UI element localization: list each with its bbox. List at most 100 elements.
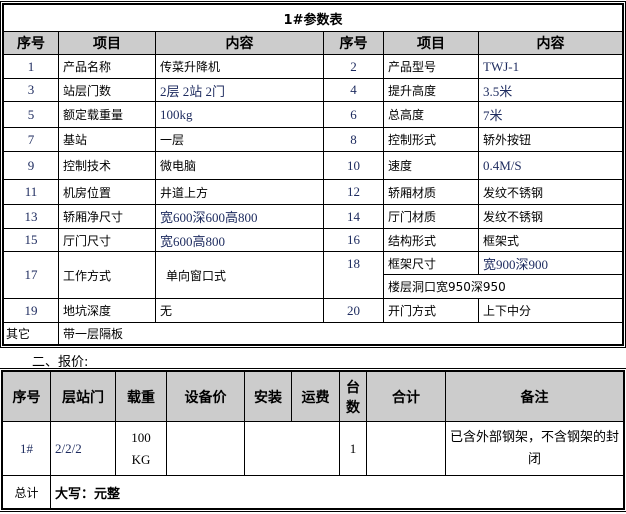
table-row: 9 控制技术 微电脑 10 速度 0.4M/S [3, 151, 624, 180]
row-value: 宽600深600高800 [155, 204, 324, 229]
row-no: 14 [323, 204, 384, 229]
other-value: 带一层隔板 [57, 322, 624, 345]
row-no: 19 [3, 298, 59, 323]
row-no: 9 [3, 151, 59, 180]
row-value: 框架式 [477, 228, 624, 252]
header-no: 序号 [323, 31, 384, 55]
table-row: 11 机房位置 井道上方 12 轿厢材质 发纹不锈钢 [3, 179, 624, 205]
row-value: 上下中分 [477, 298, 624, 323]
quote-equipment-price [166, 421, 245, 476]
row-no: 15 [3, 228, 59, 252]
row-value: 7米 [477, 101, 624, 128]
header-qty: 台数 [339, 371, 367, 422]
row-value: 井道上方 [155, 179, 324, 205]
table-row: 1# 2/2/2 100 KG 1 已含外部钢架，不含钢架的封闭 [2, 421, 624, 476]
total-label: 总计 [2, 475, 51, 509]
row-value: 发纹不锈钢 [477, 204, 624, 229]
row-value: 0.4M/S [477, 151, 624, 180]
header-content: 内容 [155, 31, 324, 55]
quote-total [366, 421, 446, 476]
header-load: 载重 [115, 371, 167, 422]
row-value: 宽600高800 [155, 228, 324, 252]
row-item: 厅门材质 [383, 204, 479, 229]
row-item: 产品型号 [383, 54, 479, 79]
row-item: 轿厢净尺寸 [58, 204, 156, 229]
table-row: 楼层洞口宽950深950 [4, 274, 624, 299]
table-row: 19 地坑深度 无 20 开门方式 上下中分 [3, 298, 624, 323]
quote-note: 已含外部钢架，不含钢架的封闭 [445, 421, 624, 476]
quote-floors: 2/2/2 [50, 421, 116, 476]
row-no: 12 [323, 179, 384, 205]
row-item: 地坑深度 [58, 298, 156, 323]
header-install: 安装 [244, 371, 292, 422]
row-value: 2层 2站 2门 [155, 78, 324, 102]
row-item: 结构形式 [383, 228, 479, 252]
row-no: 5 [3, 101, 59, 128]
row-value: TWJ-1 [477, 54, 624, 79]
row-value: 传菜升降机 [155, 54, 324, 79]
row-no: 20 [323, 298, 384, 323]
quote-no: 1# [2, 421, 51, 476]
row-extra: 楼层洞口宽950深950 [382, 274, 624, 299]
row-no: 4 [323, 78, 384, 102]
row-value: 轿外按钮 [477, 127, 624, 152]
quote-install-shipping [244, 421, 340, 476]
row-value: 100kg [155, 101, 324, 128]
row-value: 发纹不锈钢 [477, 179, 624, 205]
header-floors: 层站门 [50, 371, 116, 422]
other-label: 其它 [3, 322, 59, 345]
table-row: 15 厅门尺寸 宽600高800 16 结构形式 框架式 [3, 228, 624, 252]
row-item: 框架尺寸 [383, 251, 479, 275]
row-no: 7 [3, 127, 59, 152]
row-item: 开门方式 [383, 298, 479, 323]
quote-qty: 1 [339, 421, 367, 476]
row-no: 8 [323, 127, 384, 152]
row-value: 宽900深900 [477, 251, 624, 275]
row-no: 11 [3, 179, 59, 205]
row-item: 额定载重量 [58, 101, 156, 128]
header-equipment-price: 设备价 [166, 371, 245, 422]
row-item: 总高度 [383, 101, 479, 128]
table-row: 1 产品名称 传菜升降机 2 产品型号 TWJ-1 [3, 54, 624, 79]
header-item: 项目 [383, 31, 479, 55]
row-item: 机房位置 [58, 179, 156, 205]
row-value: 3.5米 [477, 78, 624, 102]
row-no: 10 [323, 151, 384, 180]
row-value: 单向窗口式 [155, 251, 324, 299]
row-value: 微电脑 [155, 151, 324, 180]
total-value: 大写：元整 [50, 475, 624, 509]
row-item: 轿厢材质 [383, 179, 479, 205]
row-item: 基站 [58, 127, 156, 152]
table-row: 3 站层门数 2层 2站 2门 4 提升高度 3.5米 [3, 78, 624, 102]
row-item: 站层门数 [58, 78, 156, 102]
table-row: 5 额定载重量 100kg 6 总高度 7米 [3, 101, 624, 128]
row-no: 2 [323, 54, 384, 79]
table-row: 其它 带一层隔板 [3, 322, 624, 345]
table-row: 13 轿厢净尺寸 宽600深600高800 14 厅门材质 发纹不锈钢 [3, 204, 624, 229]
table-row: 17 工作方式 单向窗口式 18 框架尺寸 宽900深900 [3, 251, 624, 299]
row-value: 无 [155, 298, 324, 323]
table-title: 1#参数表 [2, 4, 624, 32]
row-no: 13 [3, 204, 59, 229]
header-content: 内容 [477, 31, 624, 55]
row-no: 17 [3, 251, 59, 299]
row-item: 控制形式 [383, 127, 479, 152]
quote-table: 序号 层站门 载重 设备价 安装 运费 台数 合计 备注 1# 2/2/2 10… [0, 368, 626, 512]
header-no: 序号 [2, 371, 51, 422]
row-item: 工作方式 [58, 251, 156, 299]
header-note: 备注 [445, 371, 624, 422]
header-shipping: 运费 [291, 371, 340, 422]
row-item: 提升高度 [383, 78, 479, 102]
table-row: 总计 大写：元整 [2, 475, 624, 509]
quote-load: 100 KG [115, 421, 167, 476]
row-no: 1 [3, 54, 59, 79]
header-total: 合计 [366, 371, 446, 422]
row-value: 一层 [155, 127, 324, 152]
row-no: 3 [3, 78, 59, 102]
section-title: 二、报价: [32, 355, 89, 370]
table-row: 7 基站 一层 8 控制形式 轿外按钮 [3, 127, 624, 152]
row-no: 6 [323, 101, 384, 128]
row-item: 厅门尺寸 [58, 228, 156, 252]
header-item: 项目 [58, 31, 156, 55]
row-no: 16 [323, 228, 384, 252]
